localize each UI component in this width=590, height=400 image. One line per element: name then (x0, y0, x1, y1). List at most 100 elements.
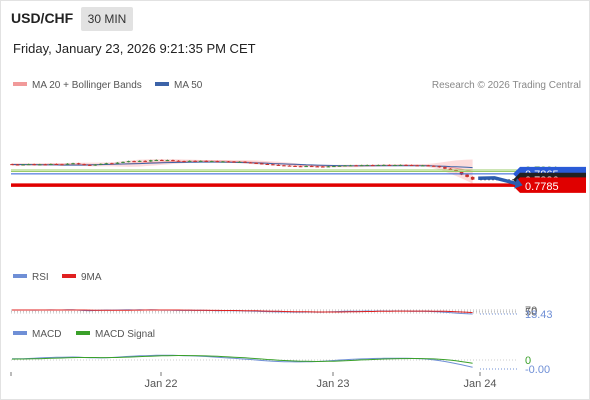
candle (226, 161, 231, 163)
symbol-title: USD/CHF (11, 10, 74, 26)
candle (154, 159, 159, 161)
candle (415, 165, 419, 167)
candle (432, 165, 436, 167)
candle (409, 165, 414, 167)
candle (15, 164, 20, 166)
candle (65, 163, 70, 165)
candle (182, 161, 186, 163)
candle (115, 162, 120, 164)
x-tick-label: Jan 24 (463, 378, 496, 390)
candle (99, 163, 103, 165)
candle (171, 160, 175, 162)
candle (420, 165, 425, 167)
candle (393, 165, 397, 167)
candle (210, 161, 214, 163)
candle (359, 165, 364, 167)
legend-bollinger-swatch (13, 82, 27, 87)
candle (276, 164, 281, 166)
candle (387, 164, 392, 166)
legend-rsi-ma: 9MA (62, 272, 102, 283)
candle (87, 164, 92, 166)
candle (326, 166, 331, 168)
candle (176, 160, 181, 162)
candle (370, 165, 375, 167)
candle (365, 165, 369, 167)
legend-rsi-swatch (13, 274, 27, 279)
legend-ma50: MA 50 (155, 80, 202, 91)
legend-rsi-ma-swatch (62, 274, 76, 279)
candle (104, 163, 109, 165)
candle (343, 165, 347, 167)
candle (321, 166, 325, 168)
candle (337, 165, 342, 167)
candle (148, 160, 153, 162)
rsi-level-label: 70 (525, 305, 537, 317)
legend-macd-signal: MACD Signal (76, 329, 155, 340)
candle (454, 169, 458, 172)
candle (348, 165, 353, 167)
candle (132, 161, 136, 163)
candle (198, 160, 203, 162)
candle (60, 164, 64, 166)
legend-macd-signal-label: MACD Signal (95, 329, 156, 340)
candle (137, 160, 142, 162)
candle (32, 164, 36, 166)
legend-ma50-label: MA 50 (174, 80, 203, 91)
candle (110, 163, 114, 165)
candle (26, 164, 31, 166)
candle (82, 164, 86, 166)
legend-macd-signal-swatch (76, 331, 90, 336)
candle (237, 161, 242, 163)
candle (193, 160, 197, 162)
legend-macd-label: MACD (32, 329, 62, 340)
candle (43, 164, 48, 166)
candle (282, 165, 286, 167)
candle (448, 168, 453, 170)
forecast-arrow (478, 176, 517, 186)
macd-signal-line (11, 355, 473, 364)
candle (10, 164, 14, 166)
candle (49, 164, 53, 165)
candle (37, 164, 42, 166)
bollinger-band (12, 159, 473, 184)
forecast-arrow-head (514, 178, 523, 189)
candle (259, 163, 264, 165)
legend-rsi: RSI (13, 272, 49, 283)
candle (287, 165, 292, 167)
candle (93, 164, 98, 166)
candle (232, 161, 236, 163)
chart-datetime: Friday, January 23, 2026 9:21:35 PM CET (13, 41, 256, 56)
candle (443, 167, 447, 169)
timeframe-button[interactable]: 30 MIN (81, 7, 133, 31)
candle (215, 161, 220, 163)
candle (376, 165, 381, 167)
legend-rsi-ma-label: 9MA (81, 272, 102, 283)
rsi-level-label: 50 (525, 306, 537, 318)
support-tag (513, 178, 586, 193)
candle (426, 165, 431, 167)
candle (126, 161, 131, 163)
macd-zero-label: 0 (525, 355, 531, 367)
candle (271, 164, 275, 166)
candle (204, 160, 209, 162)
candle (470, 176, 475, 180)
support-label: 0.7785 (525, 181, 559, 193)
candle (459, 171, 464, 175)
candle (71, 163, 75, 165)
candle (243, 161, 247, 163)
research-credit: Research © 2026 Trading Central (431, 80, 581, 91)
candle (304, 166, 308, 168)
candle (298, 166, 303, 168)
candle (309, 166, 314, 168)
candle (315, 166, 320, 168)
candle (437, 166, 442, 168)
legend-rsi-label: RSI (32, 272, 49, 283)
candle (165, 160, 170, 162)
candle (54, 164, 59, 165)
legend-bollinger-label: MA 20 + Bollinger Bands (32, 80, 142, 91)
candle (354, 165, 358, 167)
macd-current-label: -0.00 (525, 364, 550, 376)
candle (121, 161, 125, 163)
macd-line (12, 354, 473, 368)
candle (398, 164, 403, 166)
